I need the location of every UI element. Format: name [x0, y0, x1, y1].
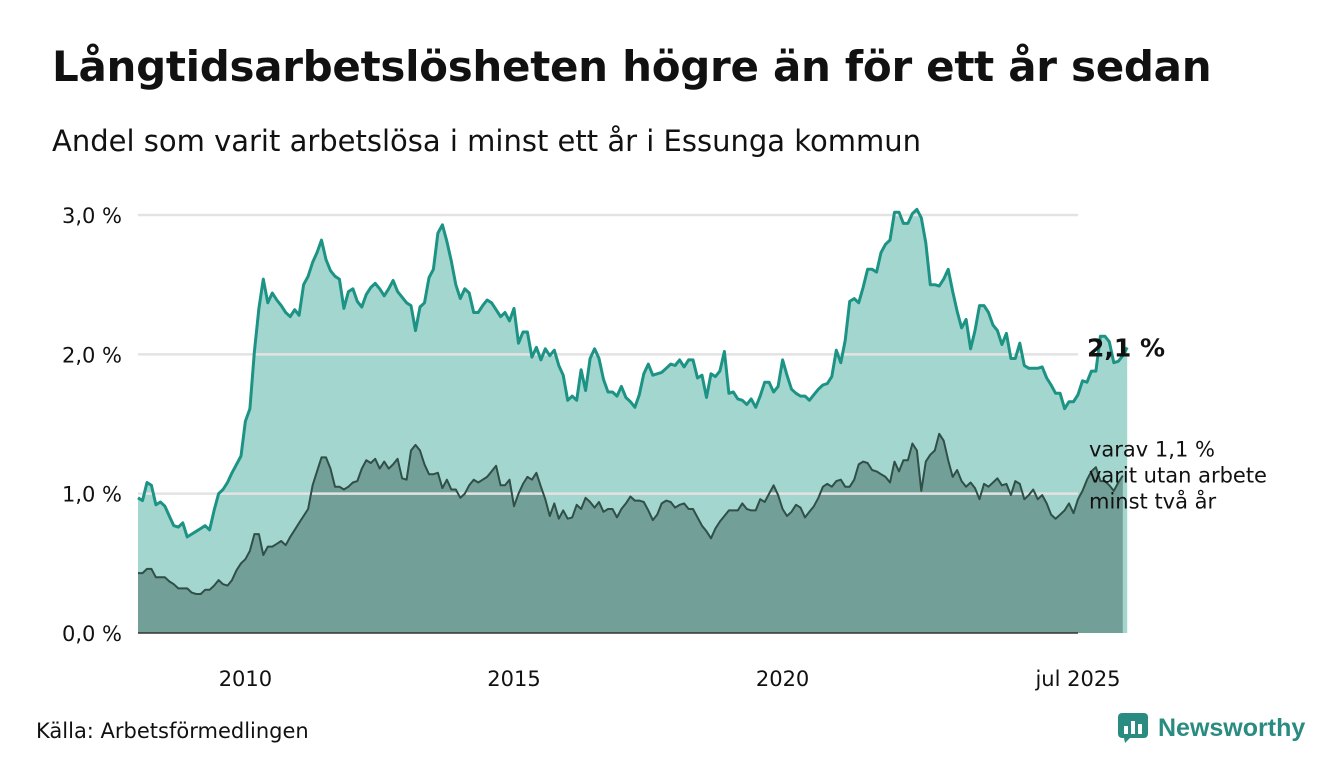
brand-logo: Newsworthy: [1118, 713, 1305, 743]
series-2-end-label: varit utan arbete: [1089, 464, 1267, 488]
newsworthy-logo-icon: [1118, 713, 1148, 743]
y-tick-label: 2,0 %: [62, 343, 122, 367]
series-2-end-label: minst två år: [1089, 489, 1217, 514]
x-tick-label: 2015: [487, 667, 540, 691]
y-tick-label: 1,0 %: [62, 483, 122, 507]
y-tick-label: 3,0 %: [62, 204, 122, 228]
brand-name: Newsworthy: [1158, 713, 1306, 742]
series-1-line: [137, 207, 1129, 539]
series-2-line: [138, 432, 1124, 595]
y-tick-label: 0,0 %: [62, 622, 122, 646]
x-tick-label: jul 2025: [1034, 667, 1120, 691]
chart-subtitle: Andel som varit arbetslösa i minst ett å…: [52, 124, 921, 158]
x-tick-label: 2010: [219, 667, 272, 691]
chart-title: Långtidsarbetslösheten högre än för ett …: [52, 42, 1212, 91]
source-note: Källa: Arbetsförmedlingen: [36, 719, 309, 743]
series-2-area: [138, 433, 1123, 633]
x-tick-label: 2020: [756, 667, 809, 691]
series-2-end-label: varav 1,1 %: [1089, 438, 1215, 462]
series-1-end-label: 2,1 %: [1087, 333, 1165, 362]
